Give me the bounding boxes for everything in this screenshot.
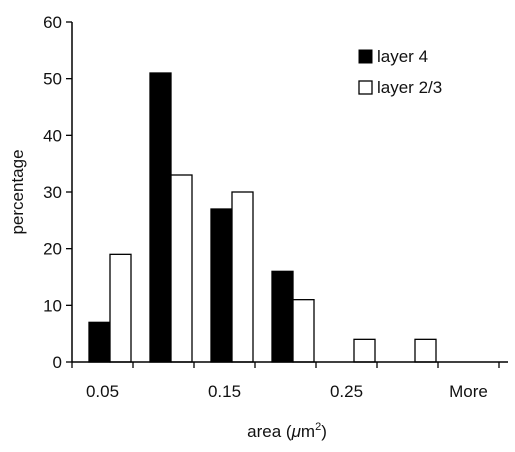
bar-layer-2-3-bin-5 xyxy=(353,338,376,363)
y-tick-label: 0 xyxy=(53,353,62,372)
x-axis-title: area (μm2) xyxy=(247,421,327,441)
x-axis-tick-labels: 0.05 0.15 0.25 More xyxy=(86,382,488,401)
y-tick-label: 10 xyxy=(43,296,62,315)
bar-layer-4-bin-1 xyxy=(88,321,111,363)
y-tick-label: 40 xyxy=(43,126,62,145)
bar-layer-2-3-bin-4 xyxy=(292,299,315,363)
legend-swatch-layer-4 xyxy=(358,49,373,64)
bar-layer-4-bin-2 xyxy=(149,72,172,363)
bar-layer-2-3-bin-1 xyxy=(109,253,132,363)
y-tick-label: 60 xyxy=(43,13,62,32)
legend: layer 4 layer 2/3 xyxy=(358,47,442,97)
y-axis-title: percentage xyxy=(8,149,27,234)
y-tick-label: 50 xyxy=(43,70,62,89)
x-tick-label: 0.15 xyxy=(208,382,241,401)
y-tick-label: 30 xyxy=(43,183,62,202)
bar-layer-4-bin-4 xyxy=(271,270,294,363)
x-tick-label: 0.25 xyxy=(330,382,363,401)
bars-group xyxy=(88,72,437,363)
y-axis-ticks: 0 10 20 30 40 50 60 xyxy=(43,13,72,372)
bar-layer-2-3-bin-2 xyxy=(170,174,193,363)
legend-label-layer-4: layer 4 xyxy=(377,47,428,66)
axes-group xyxy=(71,22,508,368)
legend-swatch-layer-2-3 xyxy=(358,80,373,95)
bar-layer-4-bin-3 xyxy=(210,208,233,363)
y-tick-label: 20 xyxy=(43,240,62,259)
x-tick-label: More xyxy=(449,382,488,401)
legend-label-layer-2-3: layer 2/3 xyxy=(377,78,442,97)
x-tick-label: 0.05 xyxy=(86,382,119,401)
bar-layer-2-3-bin-6 xyxy=(414,338,437,363)
bar-layer-2-3-bin-3 xyxy=(231,191,254,363)
